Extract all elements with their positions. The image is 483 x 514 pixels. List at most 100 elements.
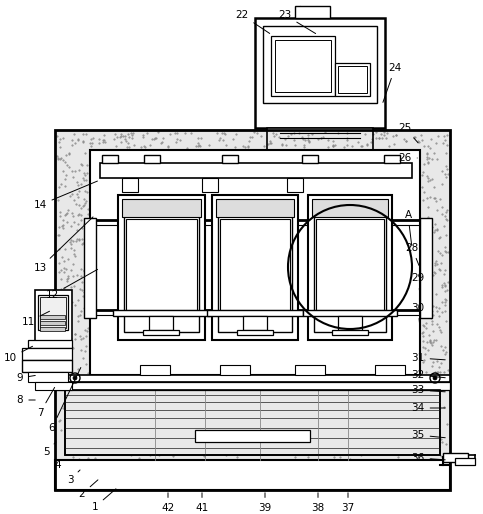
Bar — [295, 365, 325, 375]
Bar — [40, 327, 65, 331]
Bar — [303, 310, 397, 316]
Bar — [455, 458, 475, 465]
Bar — [35, 382, 72, 390]
Bar — [332, 330, 368, 335]
Text: 14: 14 — [33, 181, 98, 210]
Text: 24: 24 — [383, 63, 402, 102]
Bar — [55, 382, 450, 390]
Bar — [28, 340, 72, 348]
Bar — [124, 201, 199, 332]
Bar — [295, 6, 330, 18]
Text: 32: 32 — [412, 370, 445, 380]
Bar — [237, 330, 273, 335]
Bar — [312, 199, 388, 217]
Bar — [335, 63, 370, 96]
Bar — [222, 155, 238, 163]
Text: 8: 8 — [17, 395, 35, 405]
Bar — [140, 365, 170, 375]
Bar — [216, 199, 294, 217]
Bar — [84, 218, 96, 318]
Bar — [202, 178, 218, 192]
Bar — [90, 150, 420, 375]
Bar — [220, 219, 290, 310]
Bar — [443, 453, 468, 462]
Bar — [55, 130, 450, 490]
Bar — [28, 372, 68, 382]
Bar — [40, 321, 65, 325]
Bar — [271, 36, 335, 96]
Bar — [122, 199, 201, 217]
Text: 26: 26 — [398, 153, 417, 163]
Bar — [102, 155, 118, 163]
Bar — [220, 365, 250, 375]
Text: 1: 1 — [92, 489, 116, 512]
Text: 35: 35 — [412, 430, 445, 440]
Bar — [308, 195, 392, 340]
Text: 38: 38 — [312, 493, 325, 513]
Text: 5: 5 — [43, 442, 56, 457]
Text: 2: 2 — [79, 480, 98, 499]
Text: 41: 41 — [196, 493, 209, 513]
Text: 30: 30 — [412, 303, 425, 325]
Text: 7: 7 — [37, 388, 55, 418]
Bar — [55, 375, 450, 382]
Bar — [316, 219, 384, 310]
Text: 3: 3 — [67, 470, 80, 485]
Text: 10: 10 — [3, 346, 32, 363]
Bar — [144, 155, 160, 163]
Bar — [243, 316, 267, 330]
Bar — [195, 430, 310, 442]
Bar — [40, 297, 66, 328]
Text: 28: 28 — [405, 243, 419, 265]
Bar — [65, 390, 440, 455]
Text: 39: 39 — [258, 493, 271, 513]
Bar — [22, 348, 72, 360]
Bar — [90, 150, 420, 375]
Bar — [118, 195, 205, 340]
Bar — [22, 360, 72, 372]
Bar — [207, 310, 303, 316]
Bar — [384, 155, 400, 163]
Bar — [267, 128, 373, 130]
Bar — [65, 390, 440, 455]
Text: 36: 36 — [412, 453, 445, 463]
Bar — [38, 295, 68, 330]
Bar — [100, 163, 412, 178]
Bar — [143, 330, 179, 335]
Text: 34: 34 — [412, 403, 445, 413]
Text: 11: 11 — [21, 311, 50, 327]
Bar — [263, 26, 377, 103]
Text: 12: 12 — [45, 269, 98, 300]
Bar — [420, 218, 432, 318]
Bar — [302, 155, 318, 163]
Text: 29: 29 — [412, 273, 425, 292]
Bar — [275, 40, 331, 92]
Text: 23: 23 — [278, 10, 315, 33]
Text: 6: 6 — [49, 368, 81, 433]
Bar — [122, 178, 138, 192]
Bar — [218, 201, 292, 332]
Text: A: A — [404, 210, 412, 245]
Bar — [338, 316, 362, 330]
Bar — [126, 219, 197, 310]
Text: 9: 9 — [17, 373, 35, 383]
Bar — [35, 290, 72, 370]
Bar — [314, 201, 386, 332]
Bar — [40, 315, 65, 319]
Text: 4: 4 — [55, 455, 66, 470]
Text: 25: 25 — [398, 123, 418, 143]
Text: 22: 22 — [235, 10, 270, 33]
Bar — [287, 178, 303, 192]
Text: 37: 37 — [341, 493, 355, 513]
Bar — [375, 365, 405, 375]
Text: 31: 31 — [412, 353, 445, 363]
Bar — [255, 18, 385, 128]
Circle shape — [433, 376, 437, 380]
Bar — [338, 66, 367, 93]
Bar — [55, 460, 450, 490]
Bar — [55, 130, 450, 490]
Bar — [113, 310, 210, 316]
Text: 13: 13 — [33, 217, 93, 273]
Bar — [212, 195, 298, 340]
Text: 42: 42 — [161, 493, 175, 513]
